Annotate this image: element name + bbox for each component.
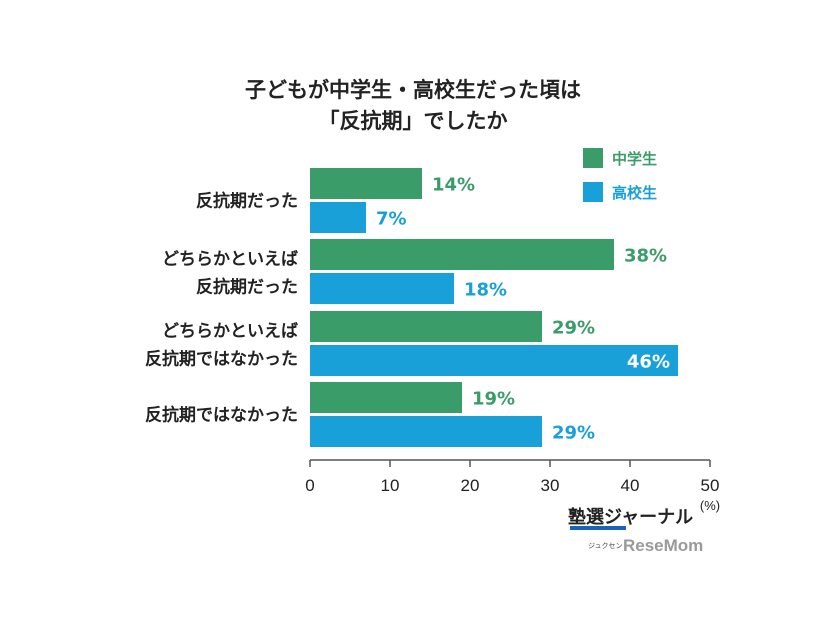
data-label-junior-high: 14% <box>432 175 475 196</box>
category-label: 反抗期ではなかった <box>145 405 298 426</box>
bar-junior-high <box>310 239 614 270</box>
data-label-junior-high: 19% <box>472 389 515 410</box>
bar-junior-high <box>310 382 462 413</box>
bar-junior-high <box>310 311 542 342</box>
data-label-high-school: 18% <box>464 280 507 301</box>
data-label-junior-high: 38% <box>624 246 667 267</box>
legend-label-high-school: 高校生 <box>612 184 657 202</box>
legend-label-junior-high: 中学生 <box>612 150 657 168</box>
logo-main-text: 塾選ジャーナル <box>568 506 693 528</box>
data-label-junior-high: 29% <box>552 318 595 339</box>
category-label-line-1: どちらかといえば <box>162 250 298 270</box>
logo-sub-text: ジュクセン <box>588 542 623 550</box>
logo-brand-text: ReseMom <box>623 536 703 555</box>
bar-high-school <box>310 416 542 447</box>
category-label: 反抗期だった <box>196 191 298 212</box>
plot-area: 反抗期だった14%7%どちらかといえば反抗期だった38%18%どちらかといえば反… <box>145 168 719 495</box>
category-label-line-1: どちらかといえば <box>162 322 298 342</box>
logo-underline <box>570 526 626 530</box>
data-label-high-school: 46% <box>627 352 670 373</box>
axis-unit-label: (%) <box>700 498 720 513</box>
x-tick-label: 40 <box>621 476 640 495</box>
bar-high-school <box>310 345 678 376</box>
bar-high-school <box>310 273 454 304</box>
bar-high-school <box>310 202 366 233</box>
data-label-high-school: 29% <box>552 423 595 444</box>
x-tick-label: 50 <box>701 476 720 495</box>
bar-junior-high <box>310 168 422 199</box>
x-tick-label: 10 <box>381 476 400 495</box>
logo: 塾選ジャーナル ジュクセン ReseMom <box>568 506 703 555</box>
chart-title-line-1: 子どもが中学生・高校生だった頃は <box>245 78 581 102</box>
x-tick-label: 20 <box>461 476 480 495</box>
chart-title-line-2: 「反抗期」でしたか <box>319 109 508 133</box>
x-tick-label: 0 <box>305 476 314 495</box>
category-label-line-2: 反抗期ではなかった <box>145 349 298 370</box>
data-label-high-school: 7% <box>376 209 407 230</box>
legend-swatch-junior-high <box>583 148 603 168</box>
legend-swatch-high-school <box>583 182 603 202</box>
x-tick-label: 30 <box>541 476 560 495</box>
category-label-line-2: 反抗期だった <box>196 277 298 298</box>
